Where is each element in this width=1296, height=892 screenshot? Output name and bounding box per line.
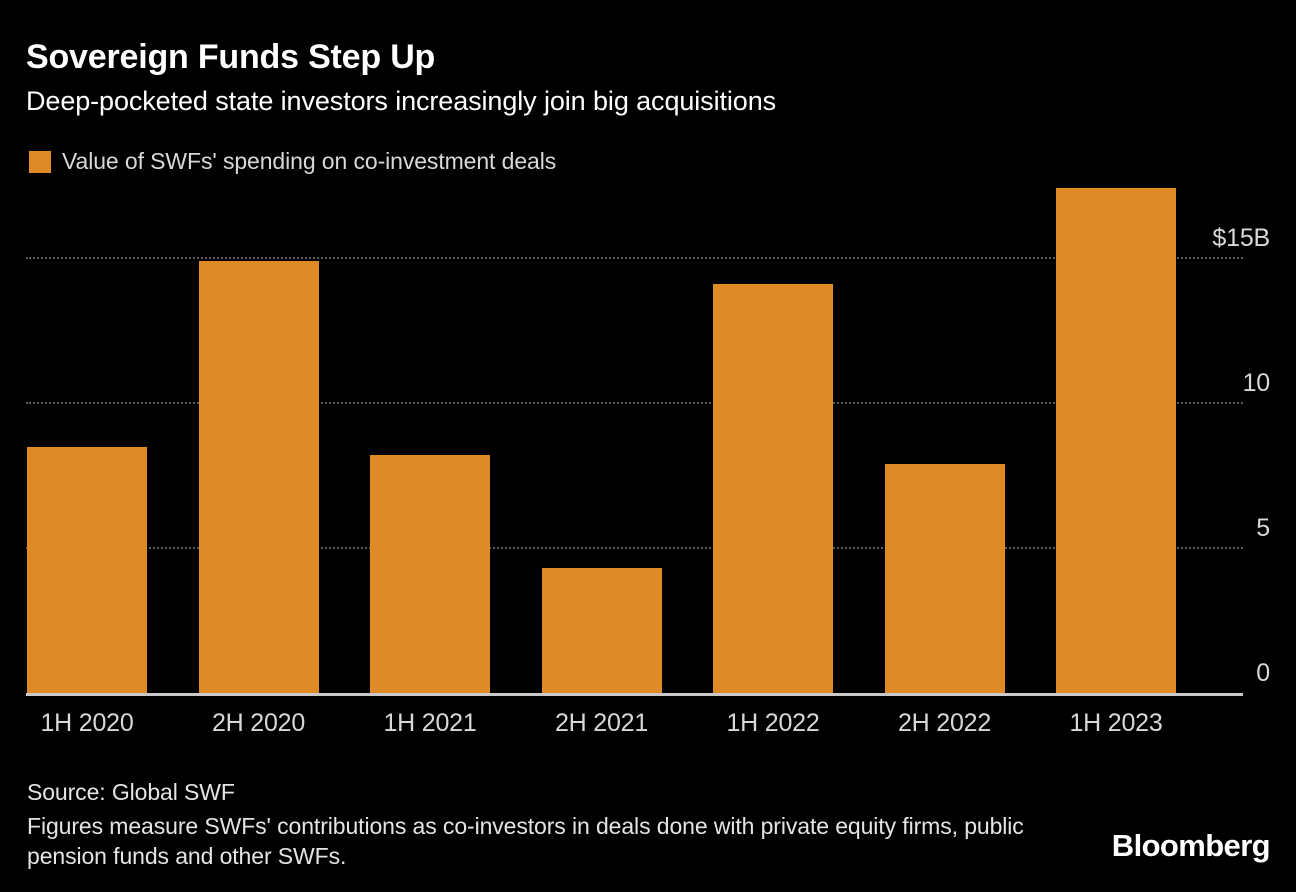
gridline-5 (26, 547, 1243, 549)
x-axis-line (26, 693, 1243, 696)
x-axis-tick-label: 2H 2022 (897, 709, 992, 737)
x-axis-tick-label: 1H 2023 (1069, 709, 1163, 737)
bar-1h-2022[interactable] (713, 284, 833, 693)
chart-legend: Value of SWFs' spending on co-investment… (29, 148, 556, 175)
y-axis-tick-label: $15B (1212, 224, 1270, 252)
x-axis-tick-label: 1H 2021 (383, 709, 477, 737)
bar-1h-2020[interactable] (27, 446, 147, 693)
page-subtitle: Deep-pocketed state investors increasing… (26, 86, 777, 116)
bar-1h-2023[interactable] (1056, 188, 1176, 693)
x-axis-tick-label: 2H 2021 (554, 709, 649, 737)
bar-1h-2021[interactable] (370, 455, 490, 693)
page-title: Sovereign Funds Step Up (26, 38, 436, 76)
chart-plot-area: 0 5 10 $15B 1H 2020 2H 2020 1H 2021 2H 2021 1H 2… (26, 188, 1271, 737)
y-axis-tick-label: 10 (1242, 369, 1271, 397)
source-text: Source: Global SWF (27, 779, 235, 805)
bar-2h-2020[interactable] (198, 260, 319, 693)
y-axis-tick-label: 0 (1256, 659, 1270, 687)
x-axis-tick-label: 2H 2020 (211, 709, 306, 737)
footnote-text: Figures measure SWFs' contributions as c… (27, 813, 1024, 870)
legend-item-label: Value of SWFs' spending on co-investment… (62, 148, 557, 174)
square-swatch-icon (29, 150, 51, 173)
bar-2h-2022[interactable] (884, 463, 1005, 693)
x-axis-tick-label: 1H 2022 (726, 709, 820, 737)
x-axis-tick-label: 1H 2020 (40, 709, 134, 737)
bar-2h-2021[interactable] (541, 568, 662, 693)
gridline-15 (26, 257, 1243, 259)
gridline-10 (26, 402, 1243, 404)
bloomberg-logo: Bloomberg (1111, 828, 1271, 863)
y-axis-tick-label: 5 (1256, 514, 1270, 542)
